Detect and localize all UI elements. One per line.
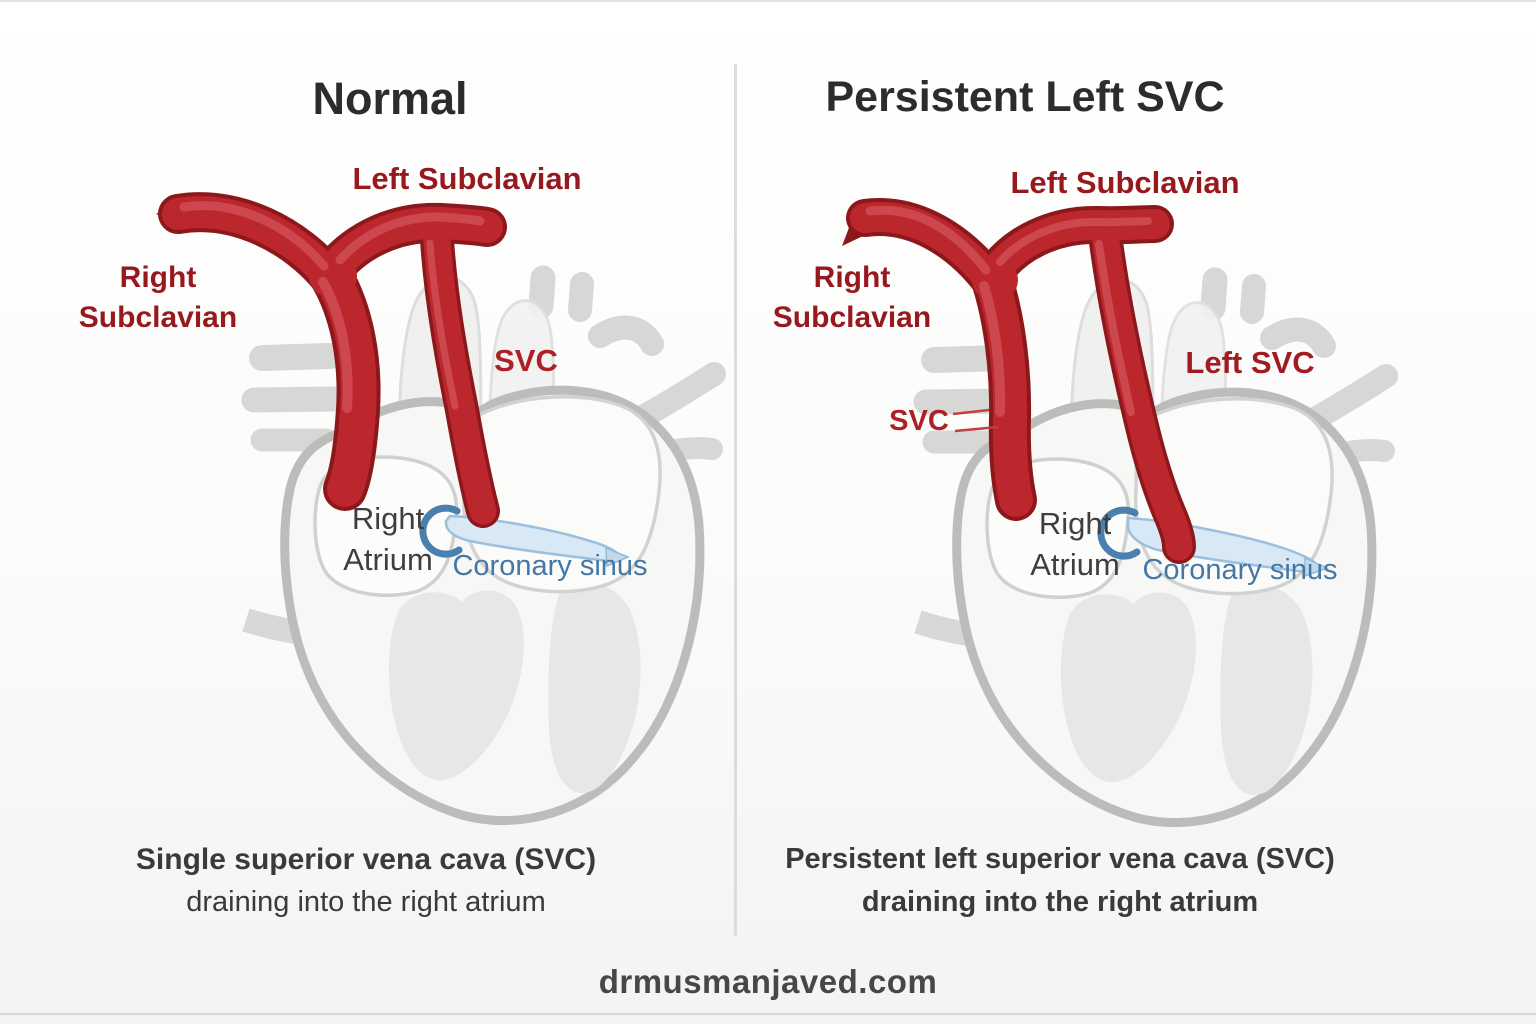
label-svc: SVC — [494, 343, 558, 378]
label-right-atrium: Right Atrium — [1030, 506, 1120, 582]
caption-line2: draining into the right atrium — [861, 886, 1259, 918]
caption-line2: draining into the right atrium — [186, 886, 546, 918]
caption-line1: Persistent left superior vena cava (SVC) — [785, 843, 1335, 875]
label-right-subclavian: Right Subclavian — [78, 261, 238, 334]
veins-normal — [156, 192, 507, 528]
panel-divider — [734, 64, 737, 936]
svc-entry-arc-left — [419, 504, 463, 558]
label-right-atrium: Right Atrium — [343, 501, 433, 577]
label-left-svc: Left SVC — [1185, 345, 1315, 380]
bottom-edge-line — [0, 1013, 1536, 1015]
label-left-subclavian: Left Subclavian — [1010, 165, 1240, 200]
label-coronary-sinus: Coronary sinus — [452, 550, 648, 582]
page-title: Persistent Left SVC — [825, 73, 1225, 121]
svc-entry-arc-right — [1097, 506, 1141, 560]
coronary-sinus-left — [444, 514, 630, 568]
website-footer: drmusmanjaved.com — [598, 963, 938, 1000]
svc-leader-line-2 — [954, 425, 999, 433]
label-right-subclavian: Right Subclavian — [772, 261, 932, 334]
top-edge-line — [0, 0, 1536, 2]
label-coronary-sinus: Coronary sinus — [1142, 554, 1338, 586]
label-left-subclavian: Left Subclavian — [352, 161, 582, 196]
veins-persistent-left-svc — [842, 198, 1196, 564]
page-title: Normal — [312, 73, 468, 124]
label-svc: SVC — [889, 405, 949, 437]
svc-leader-line-1 — [952, 408, 990, 416]
caption-line1: Single superior vena cava (SVC) — [135, 843, 597, 876]
